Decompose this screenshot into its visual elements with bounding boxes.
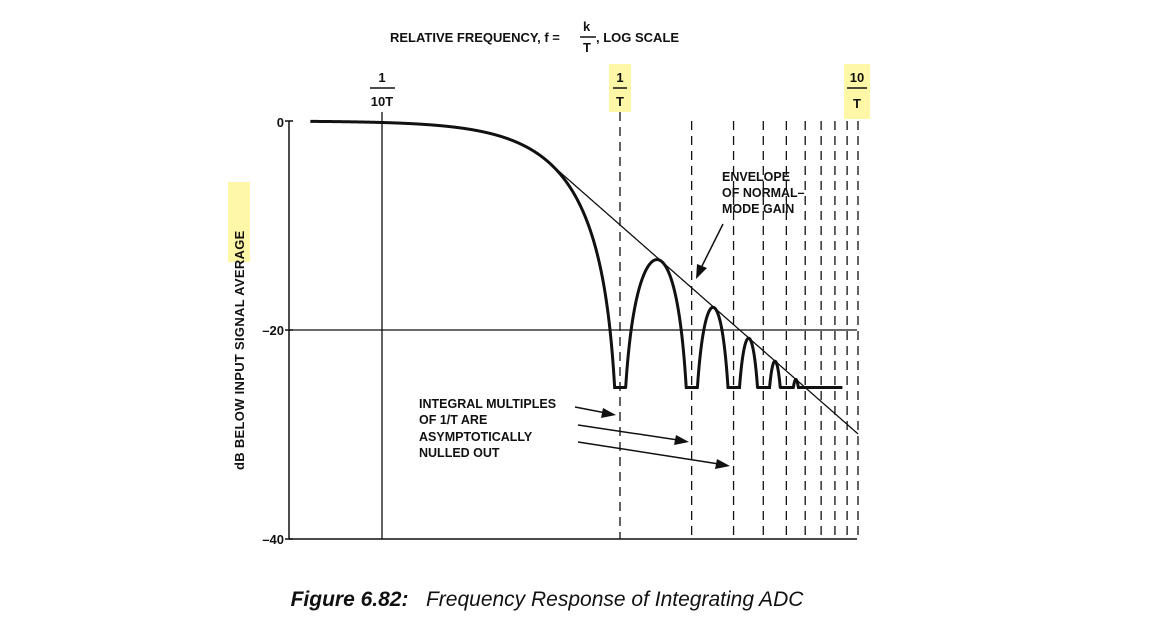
nulls-label-line-3: ASYMPTOTICALLY xyxy=(419,430,533,444)
x-tick-denominator: 10T xyxy=(371,94,393,109)
envelope-label-line-2: OF NORMAL– xyxy=(722,186,805,200)
x-tick-10-over-T: 10 T xyxy=(847,70,867,111)
envelope-line xyxy=(537,151,859,435)
y-axis-title: dB BELOW INPUT SIGNAL AVERAGE xyxy=(232,230,247,470)
highlight-10-over-T xyxy=(844,64,870,119)
caption-text: Frequency Response of Integrating ADC xyxy=(425,588,804,611)
figure-caption: Figure 6.82: Frequency Response of Integ… xyxy=(0,588,1094,612)
response-curve xyxy=(310,119,843,389)
nulls-arrow-head-2 xyxy=(674,435,689,445)
x-axis-title-fraction-den: T xyxy=(583,40,591,55)
nulls-label-line-4: NULLED OUT xyxy=(419,446,500,460)
x-tick-1-over-T: 1 T xyxy=(613,70,627,109)
nulls-arrow-head-3 xyxy=(715,459,730,469)
x-tick-numerator: 1 xyxy=(378,70,385,85)
envelope-arrow-head xyxy=(696,264,707,279)
envelope-annotation: ENVELOPE OF NORMAL– MODE GAIN xyxy=(696,170,805,279)
x-axis-title: RELATIVE FREQUENCY, f = k T , LOG SCALE xyxy=(390,19,679,55)
y-tick-minus-40: –40 xyxy=(262,532,284,547)
x-axis-title-suffix: , LOG SCALE xyxy=(596,30,679,45)
nulls-label-line-1: INTEGRAL MULTIPLES xyxy=(419,397,556,411)
x-axis-title-text: RELATIVE FREQUENCY, f = xyxy=(390,30,560,45)
x-tick-numerator: 1 xyxy=(616,70,623,85)
y-tick-minus-20: –20 xyxy=(262,323,284,338)
nulls-arrow-head-1 xyxy=(601,408,616,418)
x-tick-numerator: 10 xyxy=(850,70,864,85)
x-tick-denominator: T xyxy=(616,94,624,109)
y-axis-title-prefix: dB BELOW INPUT SIGNAL xyxy=(232,296,247,470)
y-tick-0: 0 xyxy=(277,115,284,130)
envelope-label-line-1: ENVELOPE xyxy=(722,170,790,184)
highlight-average xyxy=(228,182,250,262)
nulls-annotation: INTEGRAL MULTIPLES OF 1/T ARE ASYMPTOTIC… xyxy=(419,397,730,469)
x-tick-1-over-10T: 1 10T xyxy=(370,70,395,109)
envelope-label-line-3: MODE GAIN xyxy=(722,202,794,216)
x-tick-denominator: T xyxy=(853,96,861,111)
caption-number: Figure 6.82: xyxy=(290,588,409,611)
x-axis-title-fraction-num: k xyxy=(583,19,591,34)
nulls-label-line-2: OF 1/T ARE xyxy=(419,413,487,427)
y-axis-title-highlight: AVERAGE xyxy=(232,230,247,295)
dashed-multiple-lines xyxy=(619,112,859,539)
